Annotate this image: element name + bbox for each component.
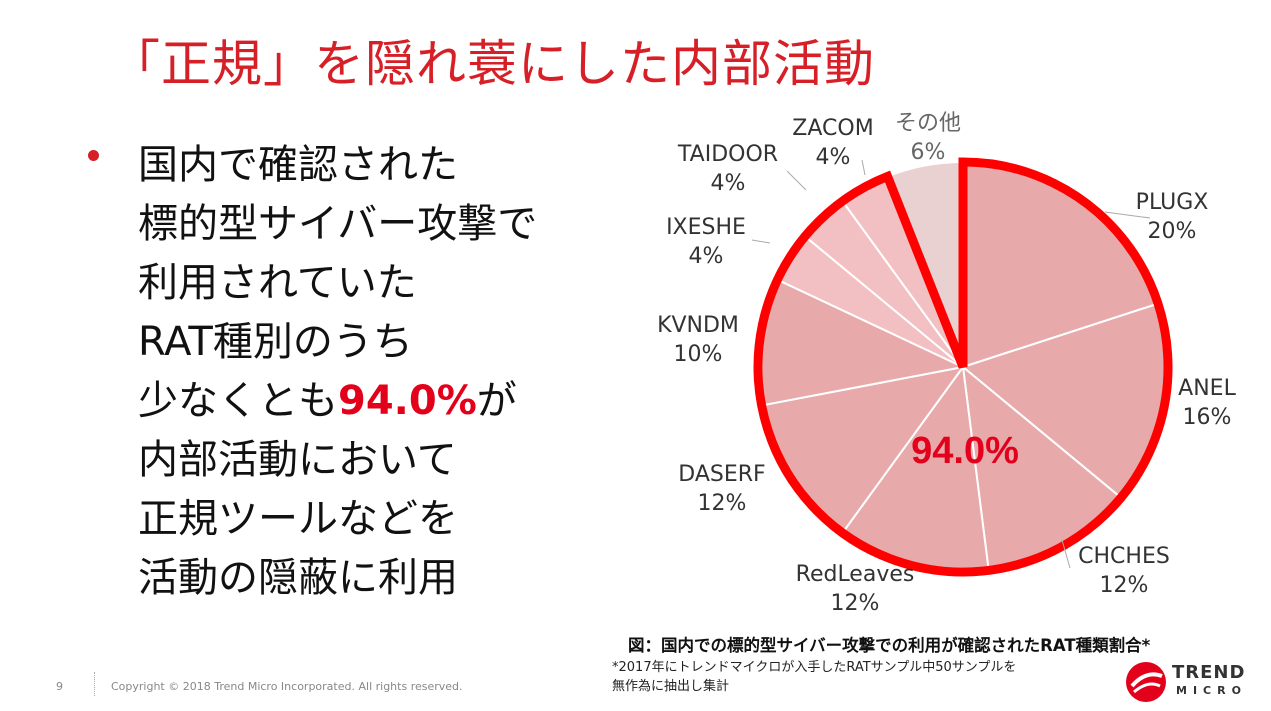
footer-divider bbox=[94, 672, 95, 696]
bullet-line: 正規ツールなどを bbox=[138, 496, 458, 542]
bullet-line-post: が bbox=[476, 378, 517, 424]
slice-value-ixeshe: 4% bbox=[689, 244, 724, 269]
highlight-annotation: 94.0% bbox=[911, 430, 1019, 472]
slice-label-kvndm: KVNDM bbox=[657, 313, 739, 338]
slice-value-daserf: 12% bbox=[698, 491, 747, 516]
slice-value-other: 6% bbox=[911, 140, 946, 165]
bullet-dot-icon bbox=[88, 150, 99, 161]
bullet-line: 活動の隠蔽に利用 bbox=[138, 555, 458, 601]
leader-line-taidoor bbox=[786, 170, 807, 191]
footnote: *2017年にトレンドマイクロが入手したRATサンプル中50サンプルを 無作為に… bbox=[612, 658, 1016, 696]
bullet-text: 国内で確認された 標的型サイバー攻撃で 利用されていた RAT種別のうち 少なく… bbox=[138, 136, 638, 608]
bullet-line: 利用されていた bbox=[138, 260, 417, 306]
leader-line-zacom bbox=[861, 159, 866, 176]
bullet-line: 標的型サイバー攻撃で bbox=[138, 201, 538, 247]
figure-caption: 図：国内での標的型サイバー攻撃での利用が確認されたRAT種類割合* bbox=[628, 636, 1151, 655]
trend-micro-logo: TREND MICRO bbox=[1124, 660, 1254, 706]
bullet-line: RAT種別のうち bbox=[138, 319, 413, 365]
slice-label-ixeshe: IXESHE bbox=[666, 215, 746, 240]
slice-label-other: その他 bbox=[895, 111, 961, 136]
logo-text-micro: MICRO bbox=[1176, 684, 1247, 697]
leader-line-ixeshe bbox=[751, 239, 771, 244]
slice-value-chches: 12% bbox=[1100, 573, 1149, 598]
slice-label-daserf: DASERF bbox=[678, 462, 765, 487]
slice-label-plugx: PLUGX bbox=[1136, 190, 1209, 215]
logo-text-trend: TREND bbox=[1172, 662, 1246, 683]
leader-line-plugx bbox=[1104, 211, 1151, 219]
highlight-percentage: 94.0% bbox=[338, 378, 477, 424]
bullet-line-highlight: 少なくとも94.0%が bbox=[138, 372, 638, 431]
highlight-outline bbox=[753, 157, 1173, 577]
footnote-line: *2017年にトレンドマイクロが入手したRATサンプル中50サンプルを bbox=[612, 660, 1017, 675]
bullet-line-pre: 少なくとも bbox=[138, 378, 338, 424]
slice-label-chches: CHCHES bbox=[1078, 544, 1170, 569]
leader-line-chches bbox=[1061, 539, 1071, 569]
slice-value-redleaves: 12% bbox=[831, 591, 880, 616]
slice-value-zacom: 4% bbox=[816, 145, 851, 170]
slice-value-plugx: 20% bbox=[1148, 219, 1197, 244]
slice-label-redleaves: RedLeaves bbox=[796, 562, 915, 587]
bullet-line: 内部活動において bbox=[138, 437, 457, 483]
slice-label-anel: ANEL bbox=[1178, 376, 1236, 401]
footnote-line: 無作為に抽出し集計 bbox=[612, 679, 730, 694]
slice-value-anel: 16% bbox=[1183, 405, 1232, 430]
trend-micro-logo-icon bbox=[1126, 662, 1166, 702]
page-number: 9 bbox=[56, 680, 63, 693]
slice-value-taidoor: 4% bbox=[711, 171, 746, 196]
slice-value-kvndm: 10% bbox=[674, 342, 723, 367]
bullet-line: 国内で確認された bbox=[138, 142, 458, 188]
slice-label-taidoor: TAIDOOR bbox=[677, 142, 778, 167]
slide-title: 「正規」を隠れ蓑にした内部活動 bbox=[110, 35, 875, 93]
copyright-text: Copyright © 2018 Trend Micro Incorporate… bbox=[111, 680, 463, 693]
slice-label-zacom: ZACOM bbox=[792, 116, 873, 141]
